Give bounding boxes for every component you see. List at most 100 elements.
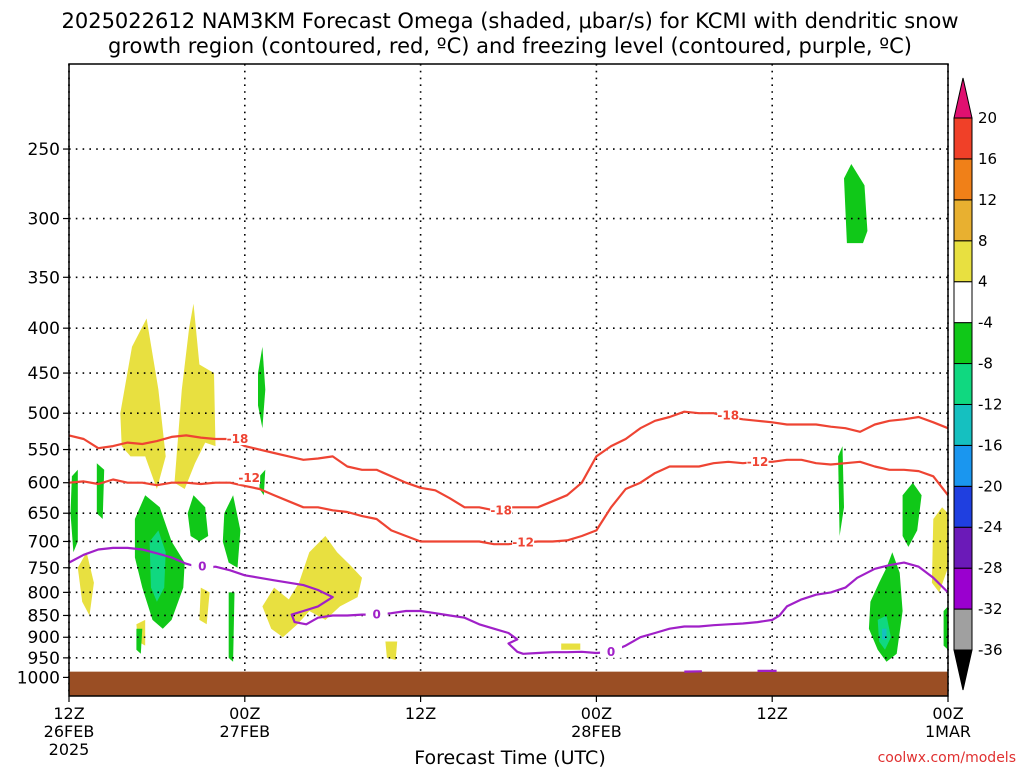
- colorbar-segment: [953, 363, 973, 405]
- y-tick-label: 850: [28, 606, 60, 626]
- omega-patch: [258, 346, 266, 429]
- contour-label: -12: [747, 455, 769, 469]
- omega-shading: [70, 164, 948, 662]
- x-tick-label: 00Z: [932, 704, 963, 723]
- colorbar-bottom-triangle: [953, 649, 973, 691]
- colorbar: -36 -32 -28 -24 -20 -16 -12 -8 -4 4 8 12 16 20: [953, 77, 1003, 691]
- omega-patch: [136, 628, 143, 654]
- x-tick-label: 28FEB: [571, 722, 622, 741]
- y-tick-label: 300: [28, 210, 60, 230]
- colorbar-top-triangle: [953, 77, 973, 119]
- x-tick-label: 1MAR: [925, 722, 971, 741]
- colorbar-segment: [953, 240, 973, 283]
- contour-label: 0: [607, 645, 615, 659]
- contour-label-bg: [490, 502, 513, 517]
- colorbar-label: -16: [978, 436, 1003, 454]
- y-tick-label: 500: [28, 404, 60, 424]
- y-tick-label: 400: [28, 319, 60, 339]
- omega-patch: [902, 482, 922, 547]
- credit-text: coolwx.com/models: [878, 750, 1016, 766]
- y-tick-label: 700: [28, 532, 60, 552]
- colorbar-segment: [953, 485, 973, 528]
- colorbar-segment: [953, 199, 973, 242]
- colorbar-segment: [953, 444, 973, 487]
- y-tick-label: 450: [28, 364, 60, 384]
- y-tick-label: 650: [28, 504, 60, 524]
- omega-patch: [70, 469, 78, 553]
- contour-label-bg: [191, 558, 214, 573]
- omega-patch: [228, 592, 235, 662]
- contour-label-bg: [226, 431, 249, 446]
- omega-patch: [222, 495, 241, 568]
- x-tick-label: 2025: [49, 740, 90, 759]
- omega-patch: [385, 641, 398, 660]
- contour-zero: [68, 546, 949, 655]
- omega-patch: [187, 495, 209, 542]
- colorbar-label: -4: [978, 314, 993, 332]
- contour-label-bg: [600, 643, 623, 658]
- colorbar-segment: [953, 322, 973, 365]
- colorbar-segment: [953, 608, 973, 651]
- y-tick-label: 350: [28, 268, 60, 288]
- x-tick-label: 00Z: [229, 704, 260, 723]
- x-tick-label: 26FEB: [44, 722, 95, 741]
- x-tick-label: 27FEB: [219, 722, 270, 741]
- y-tick-label: 600: [28, 474, 60, 494]
- colorbar-label: -12: [978, 395, 1003, 413]
- y-tick-label: 800: [28, 583, 60, 603]
- colorbar-label: 20: [978, 109, 997, 127]
- y-tick-label: 1000: [17, 668, 60, 688]
- colorbar-segment: [953, 158, 973, 201]
- x-tick-label: 12Z: [757, 704, 788, 723]
- y-tick-label: 950: [28, 649, 60, 669]
- colorbar-label: -36: [978, 641, 1003, 659]
- colorbar-segment: [953, 281, 973, 324]
- contour-minus12: [68, 458, 949, 546]
- x-axis-label: Forecast Time (UTC): [414, 747, 605, 768]
- contour-label: -12: [238, 471, 260, 485]
- colorbar-label: 16: [978, 150, 997, 168]
- colorbar-segment: [953, 403, 973, 446]
- omega-patch: [838, 446, 844, 536]
- contour-label: 0: [198, 560, 206, 574]
- colorbar-label: -8: [978, 355, 993, 373]
- x-tick-label: 12Z: [53, 704, 84, 723]
- colorbar-label: -28: [978, 559, 1003, 577]
- omega-patch: [199, 587, 210, 625]
- omega-patch: [561, 643, 581, 650]
- y-tick-label: 250: [28, 140, 60, 160]
- omega-patch: [262, 536, 362, 638]
- colorbar-label: -32: [978, 600, 1003, 618]
- y-tick-label: 900: [28, 628, 60, 648]
- omega-patch: [174, 303, 216, 489]
- title-line-1: 2025022612 NAM3KM Forecast Omega (shaded…: [61, 9, 958, 33]
- omega-patch: [120, 318, 166, 489]
- x-tick-label: 00Z: [581, 704, 612, 723]
- colorbar-label: 4: [978, 273, 988, 291]
- omega-patch: [844, 164, 868, 244]
- y-axis-ticks: 2503003504004505005506006507007508008509…: [17, 140, 69, 688]
- colorbar-segment: [953, 526, 973, 569]
- colorbar-label: 12: [978, 191, 997, 209]
- omega-patch: [868, 552, 903, 662]
- ground-layer: [69, 671, 948, 696]
- contour-label-bg: [365, 606, 388, 621]
- omega-patch: [96, 463, 105, 519]
- omega-patch: [149, 530, 166, 602]
- contour-label-bg: [717, 407, 740, 422]
- plot-frame: [68, 63, 949, 697]
- colorbar-label: 8: [978, 232, 988, 250]
- omega-patch: [931, 507, 948, 593]
- omega-patch: [943, 606, 948, 650]
- contour-label: -18: [717, 409, 739, 423]
- contour-label: -18: [227, 432, 249, 446]
- y-tick-label: 550: [28, 441, 60, 461]
- contour-labels: -18 -18 -18 -12 -12 -12 0 0 0: [191, 407, 769, 659]
- plot-area: [69, 64, 948, 696]
- colorbar-segment: [953, 117, 973, 160]
- contour-label: -18: [490, 503, 512, 517]
- ground-fill: [69, 671, 948, 696]
- contour-label-bg: [238, 470, 261, 485]
